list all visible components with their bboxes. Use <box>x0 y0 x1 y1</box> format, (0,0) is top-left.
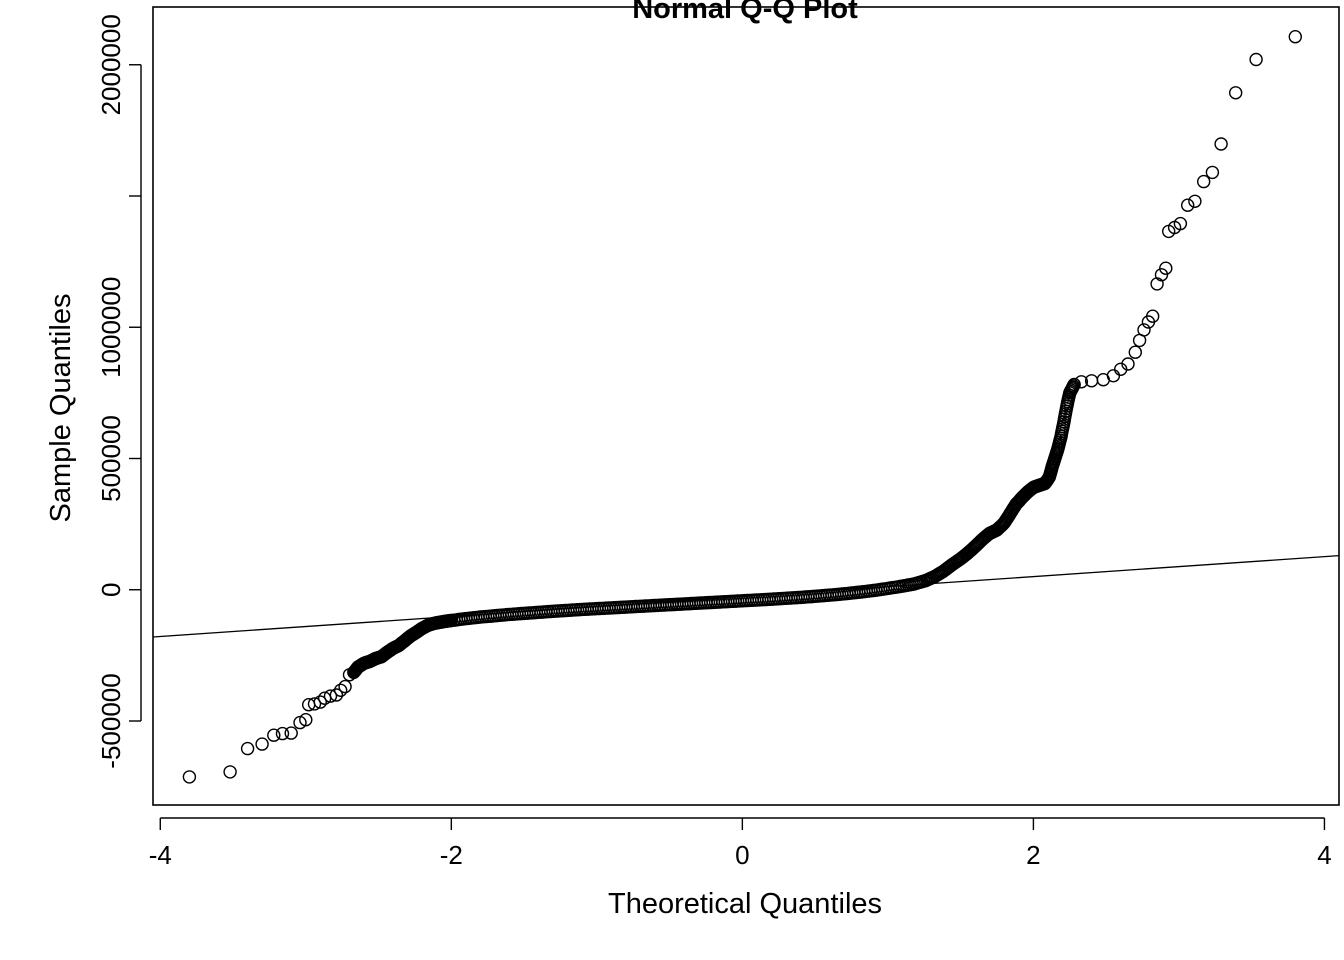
data-point <box>240 741 255 756</box>
data-point <box>1228 86 1243 100</box>
data-point <box>991 522 1005 536</box>
data-point <box>969 538 984 552</box>
x-tick-label: 2 <box>1026 840 1040 870</box>
data-point <box>267 728 281 742</box>
reference-line <box>152 554 1340 638</box>
data-point <box>1249 52 1263 67</box>
y-axis: -500000 0 500000 1000000 2000000 <box>96 14 142 769</box>
data-point <box>1056 417 1071 431</box>
data-point <box>962 545 976 559</box>
x-tick-label: 4 <box>1317 840 1331 870</box>
data-point <box>1173 216 1188 231</box>
data-point <box>223 765 237 779</box>
data-point <box>299 713 313 727</box>
data-point <box>1066 379 1081 393</box>
data-point <box>1106 369 1121 383</box>
y-tick-label: -500000 <box>96 673 126 768</box>
data-point <box>1159 261 1173 275</box>
plot-frame <box>152 6 1340 806</box>
y-tick-label: 2000000 <box>96 14 126 115</box>
data-point <box>1188 194 1202 209</box>
x-tick-label: -4 <box>149 840 172 870</box>
data-point <box>313 695 327 709</box>
data-point <box>1145 309 1160 323</box>
data-point <box>1288 30 1303 44</box>
y-tick-label: 0 <box>96 583 126 597</box>
data-point <box>338 679 352 694</box>
data-point <box>1196 174 1211 189</box>
data-point <box>334 683 348 697</box>
data-point <box>1137 323 1151 337</box>
data-point <box>1154 268 1169 282</box>
data-point <box>255 737 269 751</box>
y-tick-label: 500000 <box>96 415 126 502</box>
data-point <box>275 726 290 741</box>
chart-title: Normal Q-Q Plot <box>632 0 858 25</box>
data-point <box>1128 345 1143 359</box>
data-point <box>1214 137 1228 151</box>
y-axis-label: Sample Quantiles <box>45 294 77 523</box>
x-axis: -4 -2 0 2 4 <box>149 817 1332 870</box>
data-point <box>329 688 344 702</box>
data-point <box>284 726 298 740</box>
data-point <box>1180 198 1195 212</box>
x-tick-label: 0 <box>735 840 749 870</box>
data-points <box>182 30 1303 784</box>
data-point <box>1121 357 1135 371</box>
data-point <box>307 697 322 711</box>
y-tick-label: 1000000 <box>96 277 126 378</box>
x-tick-label: -2 <box>440 840 463 870</box>
data-point <box>323 689 338 703</box>
data-point <box>1205 165 1220 180</box>
x-axis-label: Theoretical Quantiles <box>608 888 882 920</box>
data-point <box>182 770 197 784</box>
